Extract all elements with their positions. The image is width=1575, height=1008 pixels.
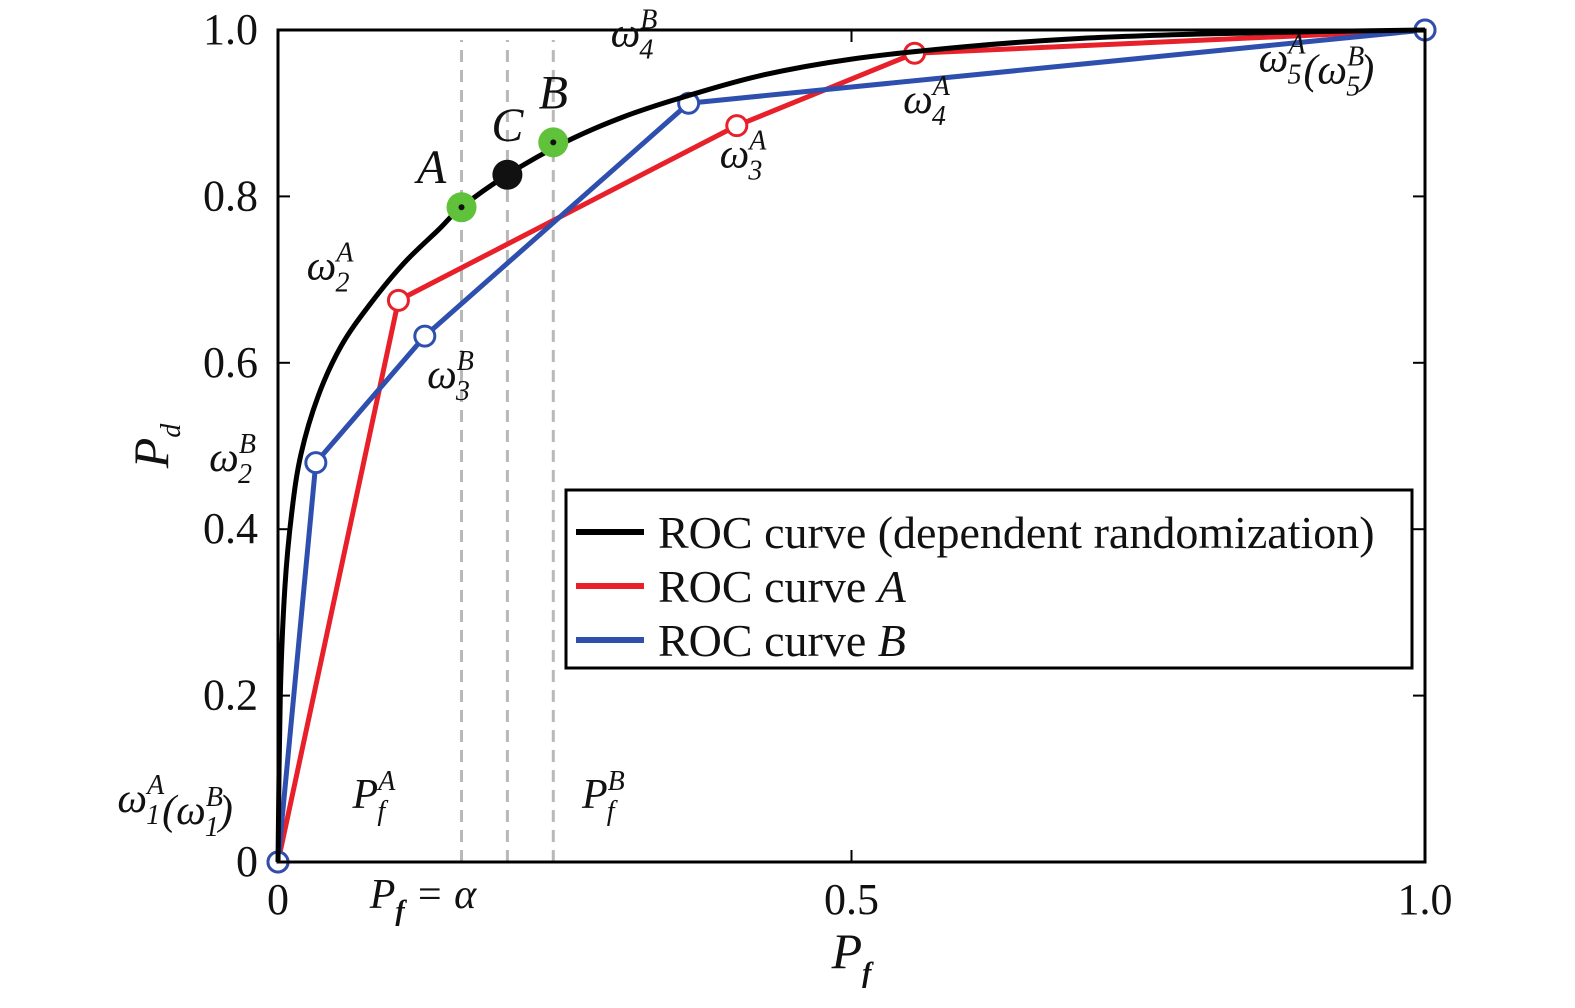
plot-frame (276, 28, 1427, 864)
marker-label: B (539, 66, 568, 119)
y-tick-label: 0.2 (203, 671, 258, 720)
marker-center (550, 139, 557, 146)
alpha-label: Pf = α (369, 872, 477, 927)
x-axis-label: Pf (831, 923, 875, 989)
legend: ROC curve (dependent randomization)ROC c… (564, 488, 1414, 670)
annotation-w1: ωA 1(ωB 1) (117, 770, 233, 843)
series-point (413, 324, 437, 348)
y-tick-label: 0.8 (203, 171, 258, 220)
legend-box (564, 488, 1414, 670)
annotation-w2A: ωA 2 (307, 238, 355, 299)
marker-label: C (491, 99, 524, 152)
y-tick-label: 0.6 (203, 338, 258, 387)
annotation-w3A: ωA 3 (720, 125, 768, 186)
legend-entry: ROC curve B (658, 615, 906, 666)
annotation-w5: ωA 5(ωB 5) (1259, 30, 1375, 103)
annotation-w4A: ωA 4 (903, 71, 951, 132)
annotations: ωA 1(ωB 1) ωA 2 ωB 2 ωB 3 ωA 3 ωB 4 ωA 4 ωA 5(ωB 5) PA f PB f… (117, 5, 1374, 927)
y-tick-label: 1.0 (203, 5, 258, 54)
annotation-w2B: ωB 2 (209, 429, 256, 490)
annotation-PfB: PB f (581, 766, 625, 827)
series-point (725, 114, 749, 138)
marker-label: A (414, 141, 447, 194)
axis-ticks: 0 0.5 1.0 0 0.2 0.4 0.6 0.8 1.0 (203, 5, 1453, 924)
x-tick-label: 0 (267, 875, 289, 924)
annotation-w3B: ωB 3 (427, 346, 474, 407)
x-tick-label: 1.0 (1398, 875, 1453, 924)
y-axis-label: Pd (123, 423, 187, 470)
legend-entry: ROC curve (dependent randomization) (658, 507, 1375, 558)
series-layer: ACB (266, 18, 1437, 874)
annotation-w4B: ωB 4 (611, 5, 658, 66)
marker-center (504, 171, 511, 178)
series-line-1 (275, 27, 1426, 863)
y-tick-label: 0.4 (203, 504, 258, 553)
series-line-2 (275, 27, 1426, 863)
series-point (386, 288, 410, 312)
axis-titles: Pf Pd (123, 423, 874, 989)
annotation-PfA: PA f (352, 766, 397, 827)
marker-center (458, 204, 465, 211)
y-tick-label: 0 (236, 837, 258, 886)
x-tick-label: 0.5 (824, 875, 879, 924)
legend-entry: ROC curve A (658, 561, 907, 612)
series-point (304, 451, 328, 475)
series-line-0 (275, 27, 1426, 863)
